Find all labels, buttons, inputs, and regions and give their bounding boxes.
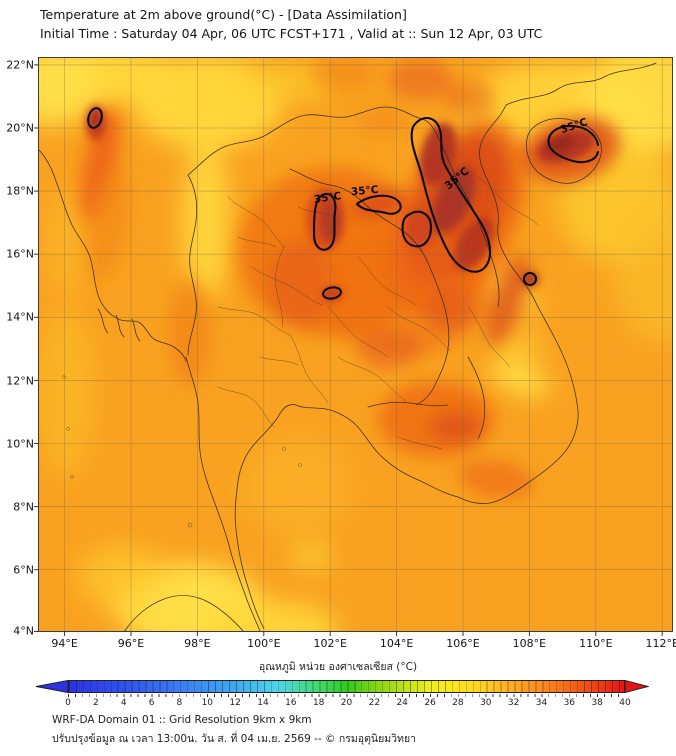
lon-label: 102°E [313, 637, 347, 650]
colorbar-tick-label: 6 [148, 698, 155, 708]
colorbar-tick-label: 28 [452, 698, 464, 708]
page-subtitle: Initial Time : Saturday 04 Apr, 06 UTC F… [40, 26, 543, 41]
colorbar-tick-label: 38 [591, 698, 603, 708]
lat-label: 20°N [6, 121, 34, 135]
colorbar-tick-label: 20 [340, 698, 353, 708]
lat-label: 4°N [13, 624, 34, 638]
temperature-field-svg: 35°C 35°C 35°C 35°C [34, 57, 673, 636]
colorbar-tick-label: 30 [480, 698, 492, 708]
contour-label: 35°C [313, 190, 342, 206]
lon-label: 98°E [184, 637, 211, 650]
colorbar-tick-label: 0 [65, 698, 71, 708]
colorbar-tick-labels: 0 2 4 6 8 10 12 14 16 18 20 22 24 26 28 … [0, 698, 676, 710]
colorbar-tick-label: 26 [424, 698, 436, 708]
lon-label: 96°E [117, 637, 145, 650]
lat-label: 16°N [6, 247, 34, 261]
colorbar-tick-label: 32 [507, 698, 520, 708]
lat-label: 10°N [6, 437, 34, 451]
grid-lines [38, 57, 673, 632]
colorbar-tick-label: 4 [120, 698, 127, 708]
lon-label: 104°E [379, 637, 414, 650]
colorbar-gradient [68, 680, 625, 693]
contour-label: 35°C [350, 184, 379, 198]
colorbar-tick-label: 36 [563, 698, 576, 708]
colorbar-title: อุณหภูมิ หน่วย องศาเซลเซียส (°C) [258, 661, 418, 673]
page-title: Temperature at 2m above ground(°C) - [Da… [40, 7, 407, 22]
lat-label: 22°N [6, 58, 34, 72]
lat-label: 18°N [6, 184, 34, 198]
colorbar-tick-label: 18 [312, 698, 325, 708]
footer-update-info: ปรับปรุงข้อมูล ณ เวลา 13:00น. วัน ส. ที่… [52, 733, 417, 745]
colorbar-tick-label: 34 [535, 698, 548, 708]
colorbar-tick-label: 2 [93, 698, 99, 708]
province-borders [62, 176, 539, 528]
colorbar-tick-label: 40 [619, 698, 631, 708]
lon-label: 112°E [645, 637, 676, 650]
lat-label: 12°N [6, 374, 34, 387]
map-field: 35°C 35°C 35°C 35°C [38, 57, 673, 632]
colorbar-tick-label: 24 [396, 698, 408, 708]
lon-label: 106°E [446, 637, 480, 650]
coastline-borders [38, 62, 657, 632]
lat-label: 14°N [6, 310, 34, 324]
contour-lines-35c [87, 107, 600, 300]
colorbar-tick-label: 8 [176, 698, 183, 708]
colorbar-tick-label: 12 [229, 698, 241, 708]
lon-label: 100°E [247, 637, 281, 650]
lat-label: 6°N [13, 563, 34, 577]
colorbar-over-arrow [625, 680, 649, 693]
lat-label: 8°N [13, 500, 34, 514]
temperature-map: 35°C 35°C 35°C 35°C [34, 57, 673, 636]
colorbar-under-arrow [35, 680, 68, 693]
lon-label: 108°E [512, 637, 547, 650]
lon-label: 110°E [579, 637, 613, 650]
colorbar-tick-label: 22 [368, 698, 381, 708]
footer-domain-info: WRF-DA Domain 01 :: Grid Resolution 9km … [52, 714, 312, 726]
colorbar-tick-label: 10 [201, 698, 214, 708]
colorbar-tick-label: 16 [285, 698, 297, 708]
colorbar-minor-ticks [68, 694, 625, 697]
lon-label: 94°E [51, 637, 78, 650]
colorbar-tick-label: 14 [257, 698, 269, 708]
axis-ticks [34, 64, 663, 636]
